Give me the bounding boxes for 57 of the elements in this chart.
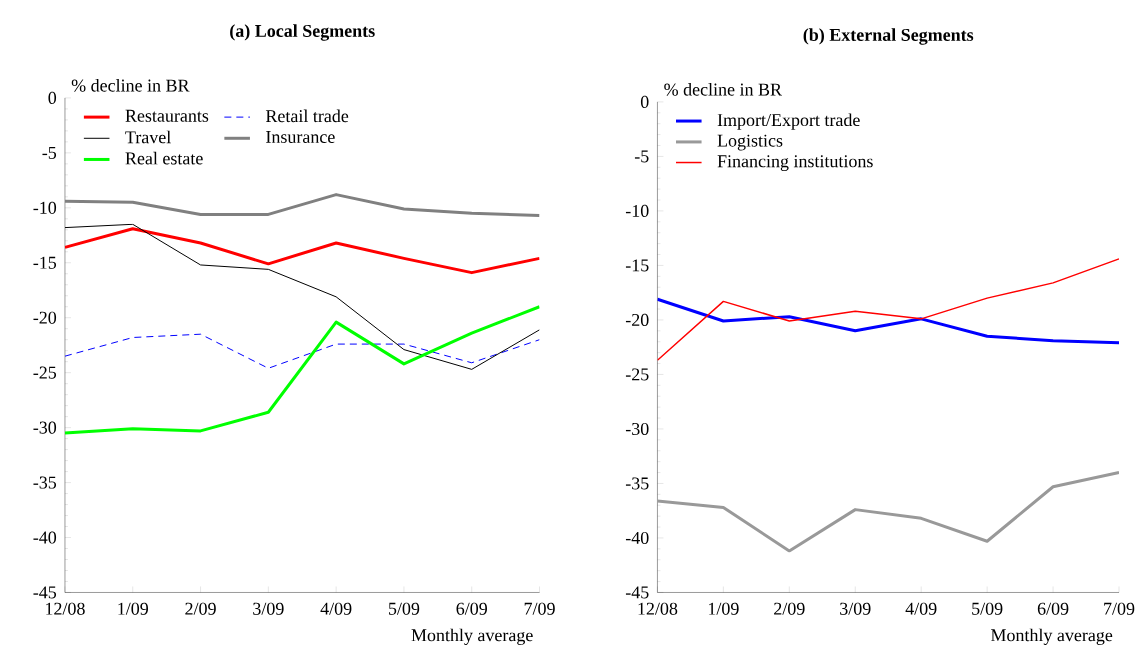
x-tick-label: 5/09 [972, 602, 1003, 615]
line-series [64, 333, 540, 369]
x-tick-label: 6/09 [1037, 602, 1069, 615]
legend-label: Real estate [125, 151, 203, 165]
y-tick-label: -10 [33, 201, 57, 214]
x-axis-title: Monthly average [990, 628, 1113, 645]
line-series [657, 470, 1120, 553]
y-tick-label: 0 [640, 95, 649, 108]
legend-label: Travel [125, 130, 171, 144]
line-series [657, 297, 1120, 345]
y-tick-label: -30 [625, 422, 649, 435]
x-tick-label: 2/09 [774, 602, 805, 615]
x-tick-label: 7/09 [1104, 602, 1135, 615]
x-tick-label: 4/09 [905, 602, 937, 615]
legend-label: Financing institutions [717, 155, 873, 171]
y-tick-label: -20 [33, 311, 57, 324]
y-tick-label: -5 [634, 150, 649, 163]
y-tick-label: -30 [33, 421, 57, 434]
chart-title: (b) External Segments [803, 28, 974, 45]
y-tick-label: -20 [625, 313, 649, 326]
x-tick-label: 12/08 [46, 602, 85, 615]
line-series [64, 305, 540, 435]
y-tick-label: -40 [625, 531, 649, 544]
x-tick-label: 1/09 [118, 602, 149, 615]
legend-label: Logistics [717, 134, 783, 151]
x-axis-title: Monthly average [411, 628, 533, 645]
y-tick-label: -35 [625, 477, 649, 490]
y-tick-label: -25 [33, 366, 57, 379]
x-tick-label: 1/09 [708, 602, 739, 615]
line-series [64, 192, 540, 217]
y-tick-label: -15 [625, 259, 649, 272]
x-tick-label: 5/09 [389, 602, 420, 615]
x-tick-label: 3/09 [840, 602, 871, 615]
legend-label: Restaurants [125, 109, 209, 122]
chart-title: (a) Local Segments [230, 24, 375, 41]
y-tick-label: -15 [33, 256, 57, 269]
x-tick-label: 3/09 [253, 602, 284, 615]
y-tick-label: -5 [42, 146, 57, 159]
y-axis-title: % decline in BR [664, 82, 782, 96]
y-tick-label: 0 [48, 91, 57, 104]
x-tick-label: 7/09 [524, 602, 555, 615]
y-tick-label: -35 [33, 476, 57, 489]
x-tick-label: 2/09 [185, 602, 216, 615]
legend-label: Import/Export trade [717, 113, 860, 130]
legend-label: Retail trade [265, 109, 349, 122]
line-series [64, 226, 540, 274]
y-tick-label: -45 [33, 586, 57, 599]
legend-label: Insurance [266, 130, 335, 143]
y-tick-label: -45 [625, 586, 649, 599]
line-series [657, 257, 1120, 361]
x-tick-label: 12/08 [638, 602, 678, 615]
y-axis-title: % decline in BR [71, 78, 190, 92]
y-tick-label: -40 [33, 531, 57, 544]
x-tick-label: 6/09 [456, 602, 487, 615]
x-tick-label: 4/09 [320, 602, 352, 615]
y-tick-label: -25 [625, 368, 649, 381]
y-tick-label: -10 [625, 204, 649, 217]
